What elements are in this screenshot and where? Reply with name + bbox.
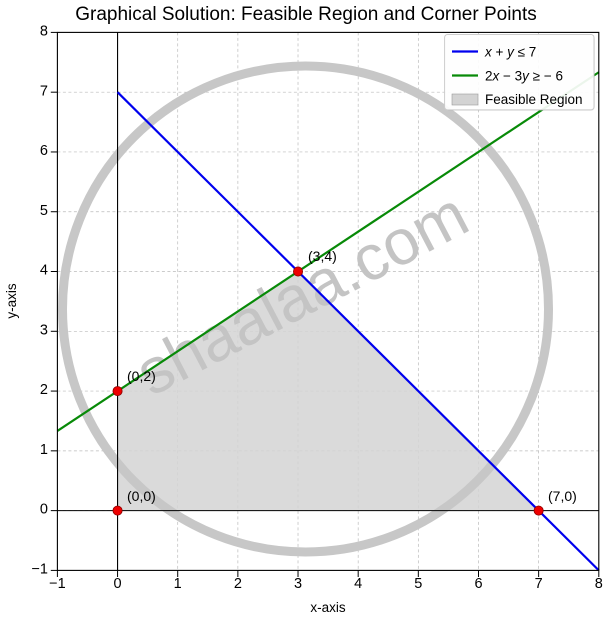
- svg-text:(7,0): (7,0): [548, 488, 577, 504]
- svg-text:x-axis: x-axis: [310, 600, 346, 615]
- svg-text:2x − 3y ≥ − 6: 2x − 3y ≥ − 6: [485, 69, 563, 84]
- svg-text:2: 2: [40, 382, 48, 398]
- svg-text:3: 3: [40, 322, 48, 338]
- svg-text:(3,4): (3,4): [308, 248, 337, 264]
- svg-text:(0,0): (0,0): [127, 488, 156, 504]
- svg-text:Graphical Solution: Feasible R: Graphical Solution: Feasible Region and …: [75, 4, 537, 25]
- svg-text:3: 3: [294, 576, 302, 592]
- svg-text:−1: −1: [49, 576, 66, 592]
- svg-text:8: 8: [595, 576, 603, 592]
- svg-text:2: 2: [234, 576, 242, 592]
- svg-text:1: 1: [174, 576, 182, 592]
- svg-text:4: 4: [354, 576, 362, 592]
- svg-text:y-axis: y-axis: [4, 283, 19, 319]
- svg-text:7: 7: [40, 83, 48, 99]
- svg-text:−1: −1: [31, 562, 48, 578]
- svg-text:6: 6: [474, 576, 482, 592]
- svg-text:x + y ≤ 7: x + y ≤ 7: [484, 45, 536, 60]
- svg-text:1: 1: [40, 442, 48, 458]
- svg-text:0: 0: [40, 502, 48, 518]
- svg-text:4: 4: [40, 263, 48, 279]
- svg-text:(0,2): (0,2): [127, 368, 156, 384]
- svg-text:8: 8: [40, 24, 48, 40]
- svg-text:5: 5: [40, 203, 48, 219]
- svg-text:0: 0: [114, 576, 122, 592]
- svg-text:7: 7: [535, 576, 543, 592]
- svg-text:6: 6: [40, 143, 48, 159]
- svg-text:Feasible Region: Feasible Region: [485, 92, 583, 107]
- svg-text:5: 5: [414, 576, 422, 592]
